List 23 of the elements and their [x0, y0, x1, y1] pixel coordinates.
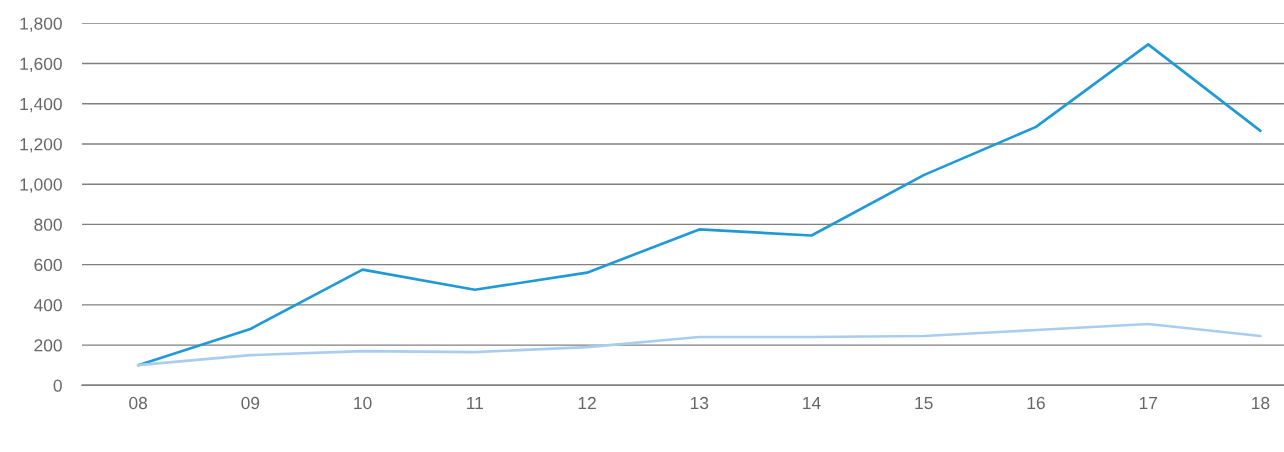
- y-tick-label: 0: [53, 379, 62, 392]
- x-tick-label: 11: [467, 397, 483, 409]
- y-tick-label: 1,400: [20, 97, 62, 113]
- y-tick-label: 1,000: [20, 178, 62, 193]
- y-tick-label: 200: [34, 339, 62, 352]
- x-tick-label: 17: [1139, 397, 1157, 409]
- y-tick-label: 1,800: [20, 17, 62, 32]
- x-tick-label: 15: [915, 397, 933, 410]
- x-tick-label: 09: [241, 396, 260, 410]
- y-tick-label: 1,600: [20, 57, 62, 73]
- x-tick-label: 08: [129, 396, 148, 410]
- x-tick-label: 10: [354, 396, 372, 410]
- y-tick-label: 1,200: [20, 138, 62, 153]
- y-tick-label: 600: [34, 258, 62, 272]
- x-tick-label: 14: [803, 397, 821, 409]
- y-tick-label: 400: [33, 299, 62, 312]
- x-tick-label: 12: [578, 396, 596, 409]
- y-tick-label: 800: [34, 218, 62, 231]
- line-series: [136, 322, 1262, 367]
- x-tick-label: 18: [1252, 396, 1270, 410]
- line-series: [136, 43, 1262, 367]
- x-tick-label: 13: [690, 396, 709, 410]
- x-tick-label: 16: [1027, 396, 1045, 410]
